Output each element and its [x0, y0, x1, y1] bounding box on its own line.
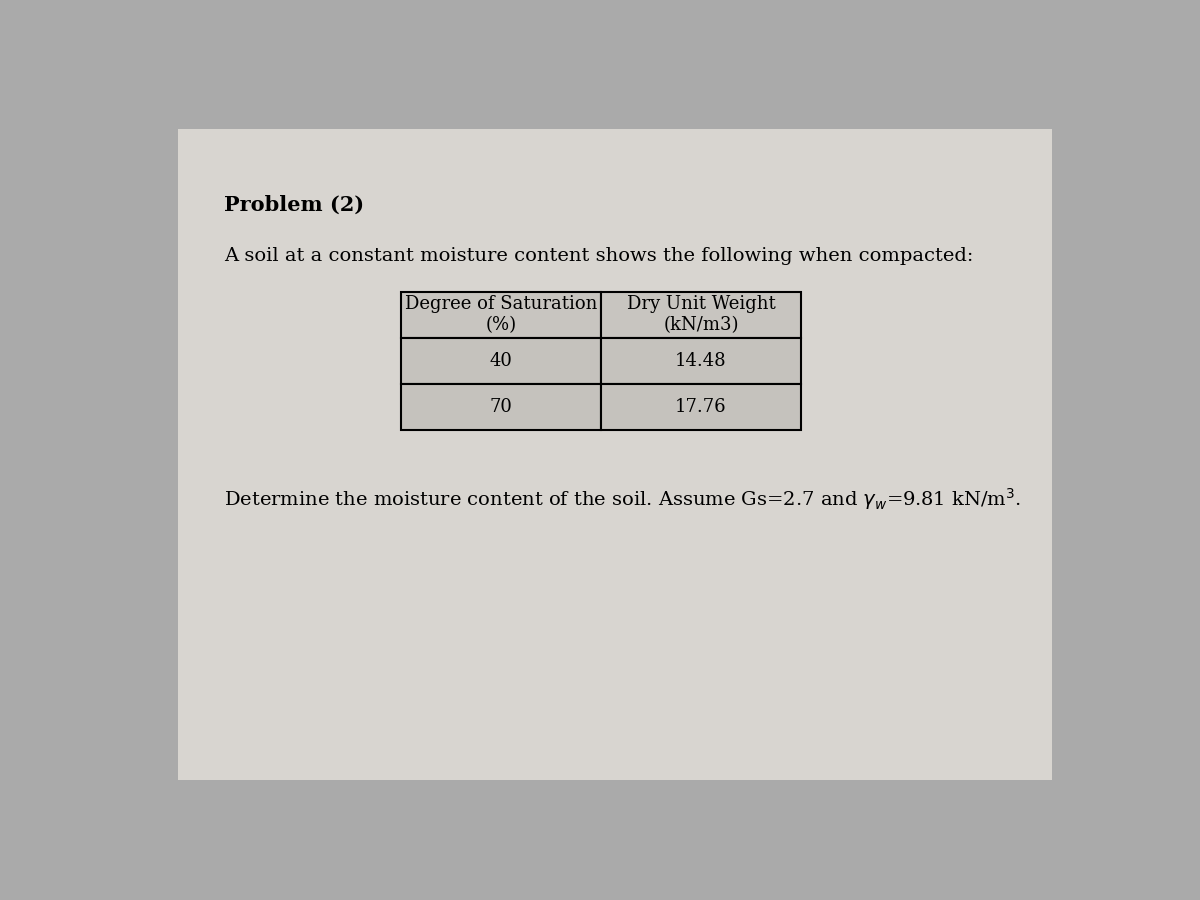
Bar: [401, 338, 601, 384]
Text: Dry Unit Weight
(kN/m3): Dry Unit Weight (kN/m3): [626, 295, 775, 334]
Text: Degree of Saturation
(%): Degree of Saturation (%): [404, 295, 598, 334]
Bar: [601, 338, 802, 384]
Text: 40: 40: [490, 352, 512, 370]
Text: Problem (2): Problem (2): [224, 194, 365, 214]
Text: A soil at a constant moisture content shows the following when compacted:: A soil at a constant moisture content sh…: [224, 247, 973, 265]
Bar: [401, 292, 601, 338]
Bar: [401, 384, 601, 430]
Text: 17.76: 17.76: [676, 398, 727, 416]
Bar: [601, 292, 802, 338]
Text: 70: 70: [490, 398, 512, 416]
Text: Determine the moisture content of the soil. Assume Gs=2.7 and $\gamma_w$=9.81 kN: Determine the moisture content of the so…: [224, 486, 1021, 511]
Text: 14.48: 14.48: [676, 352, 727, 370]
Bar: [601, 384, 802, 430]
FancyBboxPatch shape: [178, 129, 1052, 780]
